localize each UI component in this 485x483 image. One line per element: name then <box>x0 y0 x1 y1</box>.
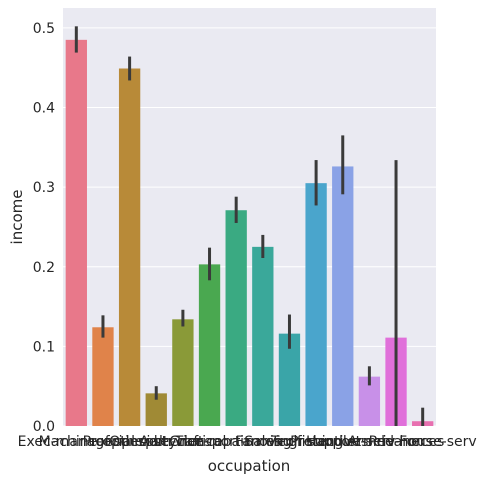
bar <box>172 319 194 426</box>
x-tick-label: Priv-house-serv <box>369 434 477 450</box>
bar <box>332 166 354 427</box>
bar <box>305 183 327 426</box>
bar <box>358 376 381 426</box>
x-tick-label: Tech-support <box>270 434 362 450</box>
y-tick-label: 0.0 <box>33 419 55 435</box>
bar <box>118 68 141 427</box>
y-tick-label: 0.2 <box>33 260 55 276</box>
bar <box>65 39 87 426</box>
y-tick-labels: 0.0 0.1 0.2 0.3 0.4 0.5 <box>33 21 55 435</box>
x-tick-label: Transport-moving <box>174 434 298 450</box>
x-tick-label: Farming-fishing <box>236 434 344 450</box>
x-tick-label: Adm-clerical <box>139 434 226 450</box>
x-tick-label: Prof-specialty <box>83 434 177 450</box>
y-tick-label: 0.5 <box>33 21 55 37</box>
x-tick-label: Other-service <box>109 434 203 450</box>
x-tick-label: Exec-managerial <box>18 434 135 450</box>
x-tick-label: Handlers-cleaners <box>306 434 433 450</box>
y-tick-label: 0.4 <box>33 101 55 117</box>
bar <box>278 333 301 426</box>
y-tick-label: 0.3 <box>33 180 55 196</box>
bar <box>198 264 221 426</box>
x-tick-labels: Exec-managerialMachine-op-inspctProf-spe… <box>18 434 477 450</box>
x-tick-label: Machine-op-inspct <box>39 434 168 450</box>
y-tick-label: 0.1 <box>33 339 55 355</box>
x-axis-label: occupation <box>208 457 291 475</box>
x-tick-label: Craft-repair <box>169 434 250 450</box>
bars <box>65 39 434 427</box>
bar <box>252 246 274 426</box>
x-tick-label: Sales <box>244 434 281 450</box>
error-bars <box>74 26 425 426</box>
bar <box>225 210 247 426</box>
bar <box>145 393 167 426</box>
bar <box>92 327 114 426</box>
x-tick-label: Armed-Forces <box>348 434 444 450</box>
y-axis-label: income <box>8 190 26 245</box>
x-tick-label: Protective-serv <box>290 434 395 450</box>
